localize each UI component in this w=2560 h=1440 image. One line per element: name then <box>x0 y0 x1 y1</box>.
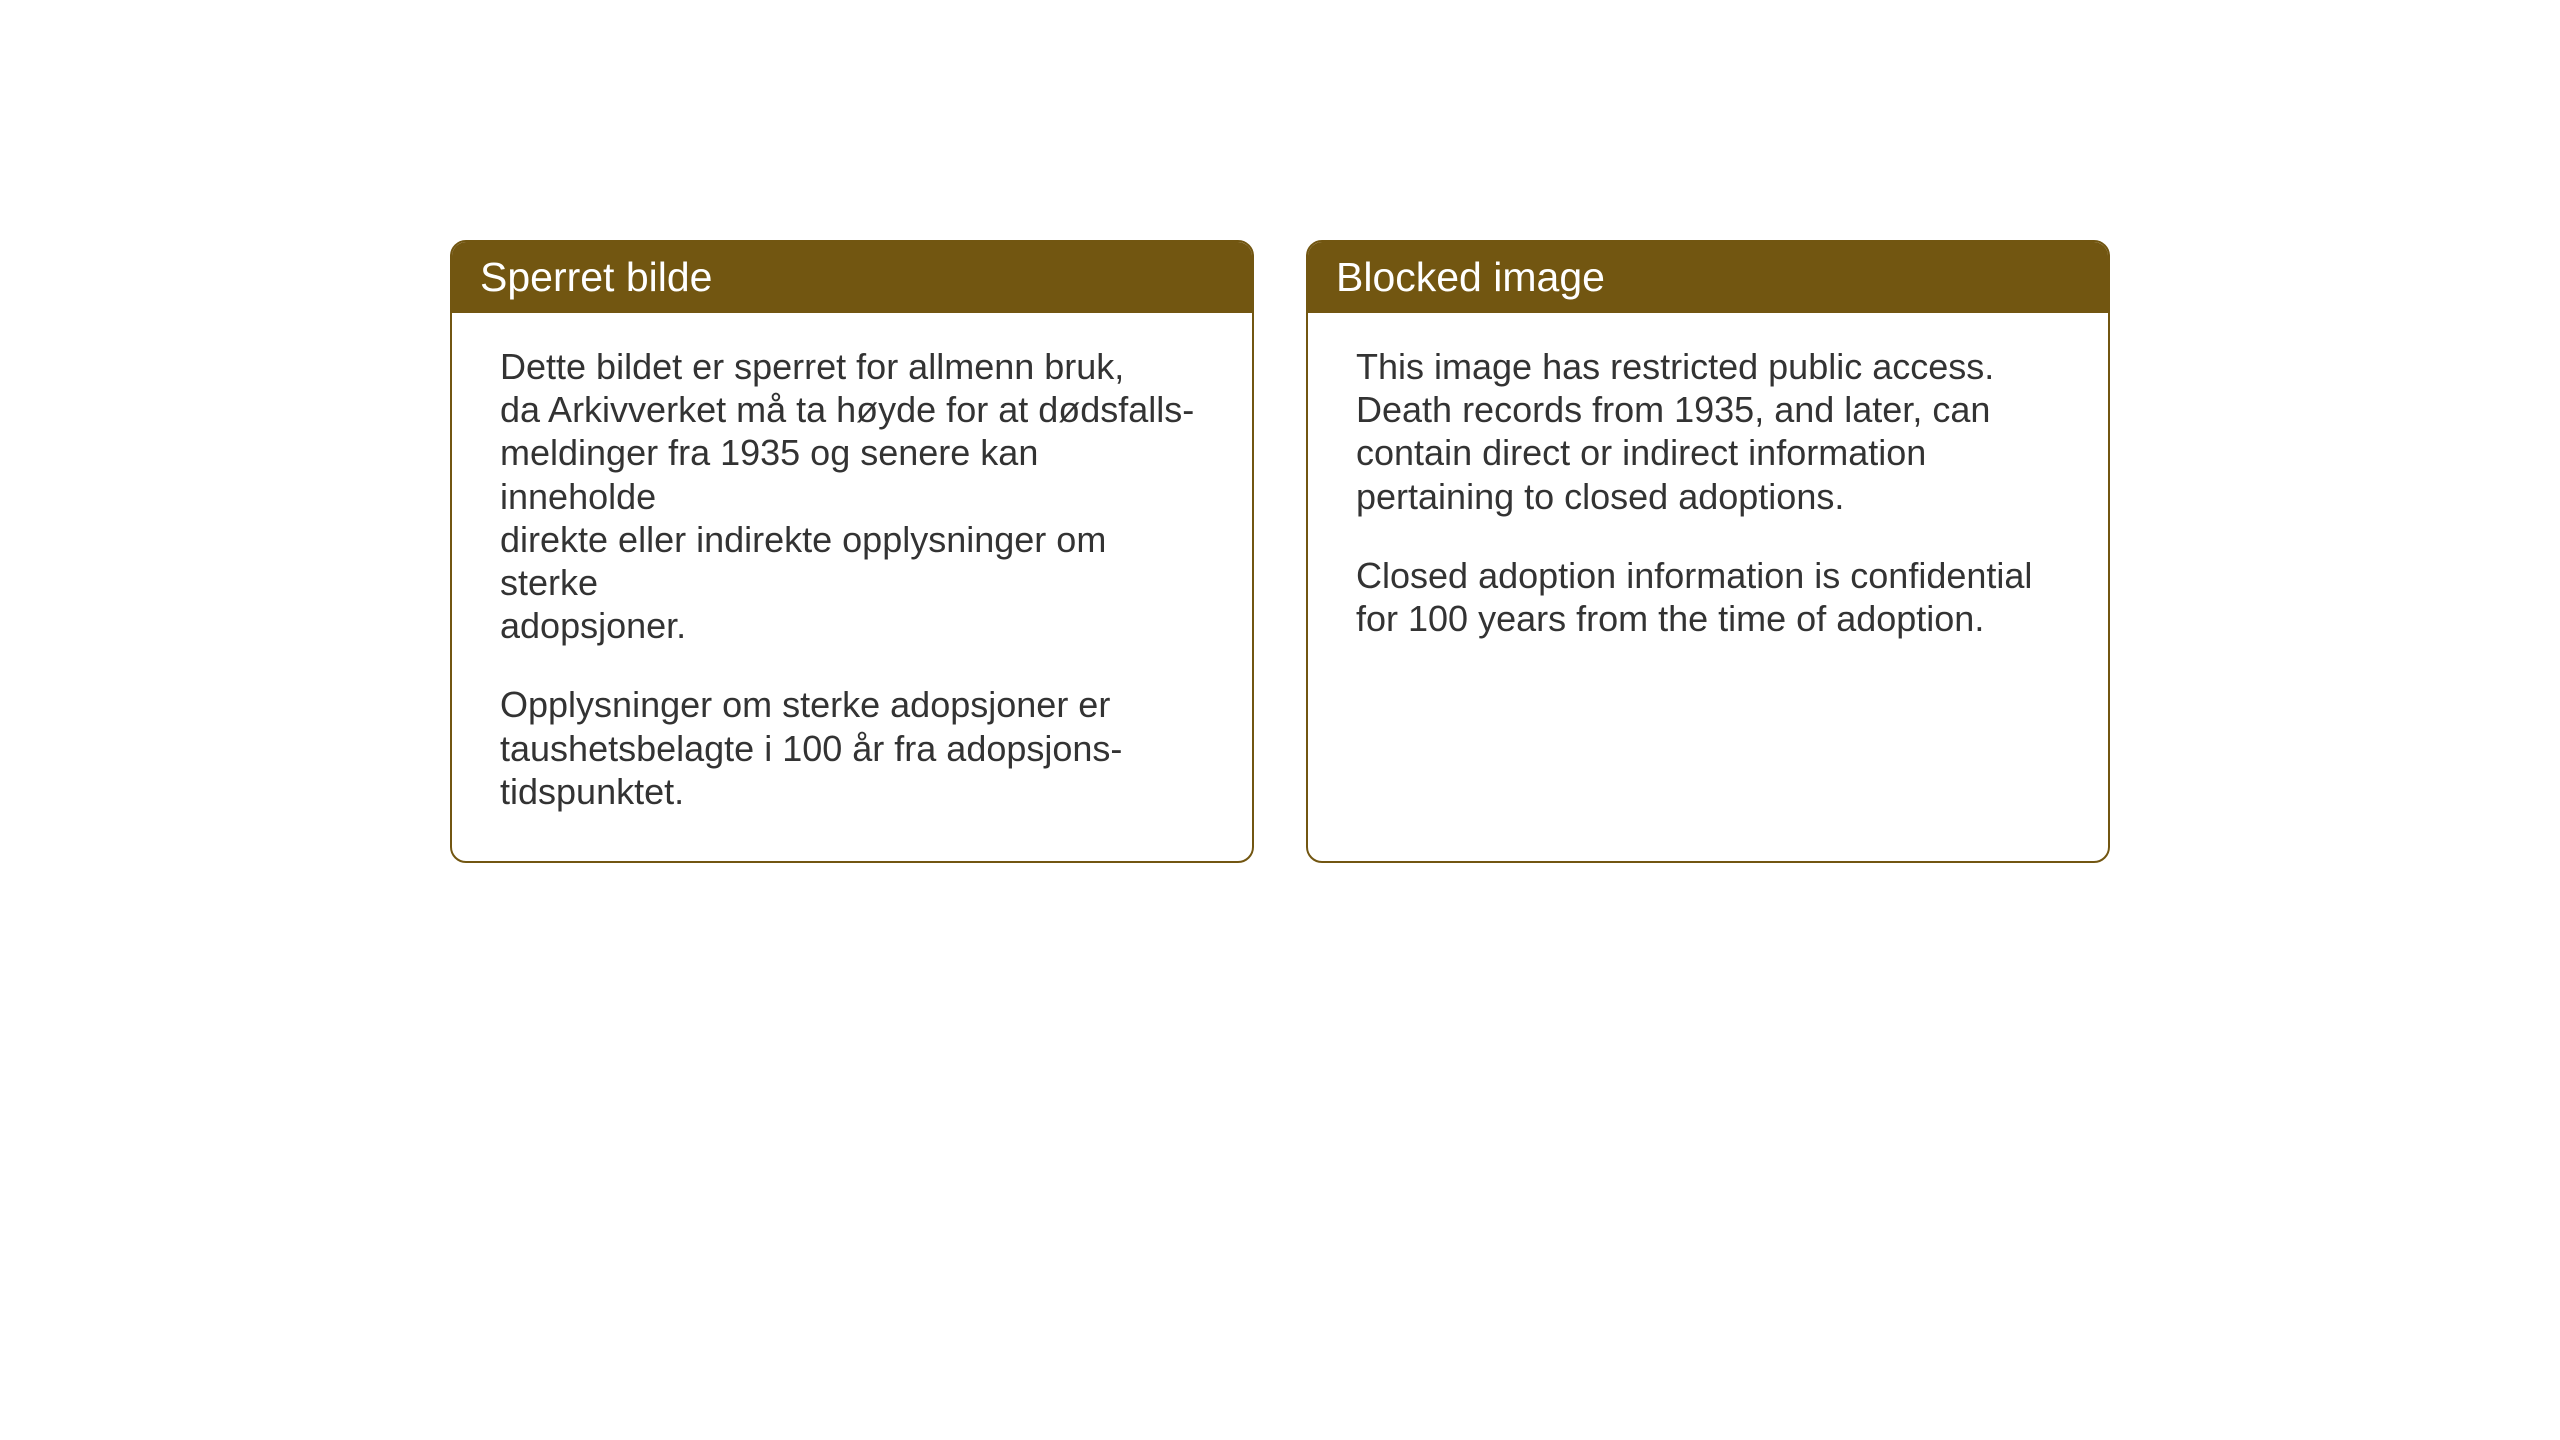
text-line: Death records from 1935, and later, can <box>1356 389 1990 430</box>
text-line: contain direct or indirect information <box>1356 432 1926 473</box>
text-line: tidspunktet. <box>500 771 684 812</box>
card-body-norwegian: Dette bildet er sperret for allmenn bruk… <box>452 313 1252 861</box>
cards-container: Sperret bilde Dette bildet er sperret fo… <box>450 240 2110 863</box>
text-line: for 100 years from the time of adoption. <box>1356 598 1984 639</box>
card-body-english: This image has restricted public access.… <box>1308 313 2108 688</box>
paragraph-1-english: This image has restricted public access.… <box>1356 345 2060 518</box>
paragraph-2-english: Closed adoption information is confident… <box>1356 554 2060 640</box>
text-line: Opplysninger om sterke adopsjoner er <box>500 684 1110 725</box>
text-line: pertaining to closed adoptions. <box>1356 476 1844 517</box>
card-header-norwegian: Sperret bilde <box>452 242 1252 313</box>
card-title-norwegian: Sperret bilde <box>480 254 712 300</box>
text-line: adopsjoner. <box>500 605 686 646</box>
text-line: direkte eller indirekte opplysninger om … <box>500 519 1106 603</box>
card-norwegian: Sperret bilde Dette bildet er sperret fo… <box>450 240 1254 863</box>
paragraph-2-norwegian: Opplysninger om sterke adopsjoner er tau… <box>500 683 1204 813</box>
text-line: Closed adoption information is confident… <box>1356 555 2032 596</box>
paragraph-1-norwegian: Dette bildet er sperret for allmenn bruk… <box>500 345 1204 647</box>
text-line: da Arkivverket må ta høyde for at dødsfa… <box>500 389 1194 430</box>
card-english: Blocked image This image has restricted … <box>1306 240 2110 863</box>
card-title-english: Blocked image <box>1336 254 1605 300</box>
text-line: Dette bildet er sperret for allmenn bruk… <box>500 346 1124 387</box>
text-line: taushetsbelagte i 100 år fra adopsjons- <box>500 728 1122 769</box>
text-line: meldinger fra 1935 og senere kan innehol… <box>500 432 1038 516</box>
text-line: This image has restricted public access. <box>1356 346 1994 387</box>
card-header-english: Blocked image <box>1308 242 2108 313</box>
